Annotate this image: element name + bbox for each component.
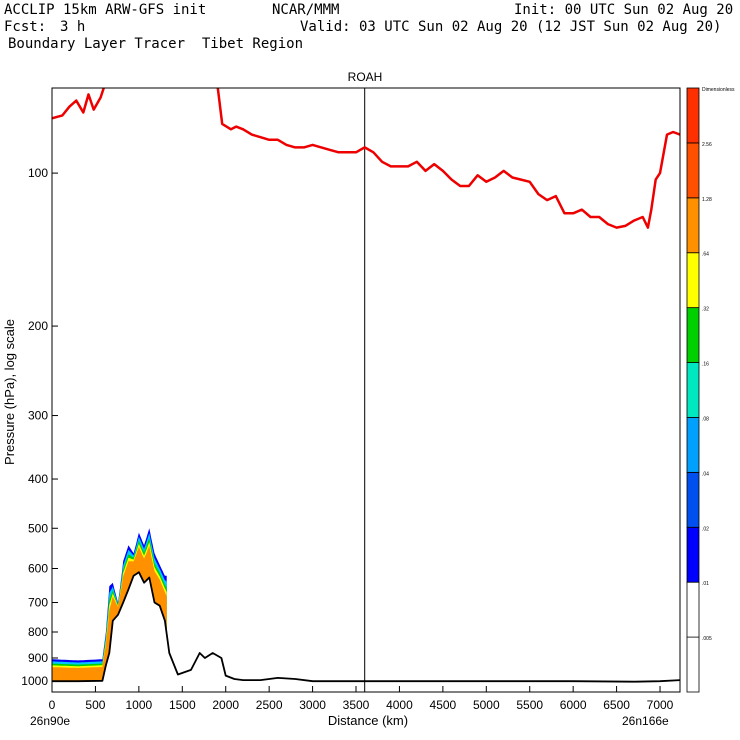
colorbar-segment xyxy=(686,526,700,583)
colorbar-segment xyxy=(686,87,700,144)
header-init: Init: 00 UTC Sun 02 Aug 20 xyxy=(514,2,734,18)
colorbar-label: 1.28 xyxy=(702,197,712,203)
colorbar-label: .005 xyxy=(702,636,712,642)
surface-line xyxy=(52,571,680,683)
y-tick-label: 800 xyxy=(28,625,48,639)
x-tick-label: 6000 xyxy=(560,698,587,712)
y-tick-label: 400 xyxy=(28,472,48,486)
x-right-endpoint: 26n166e xyxy=(622,714,669,728)
colorbar-segment xyxy=(686,197,700,254)
y-tick-label: 900 xyxy=(28,651,48,665)
colorbar-label: Dimensionless xyxy=(702,87,735,93)
tropopause-line xyxy=(52,88,680,229)
y-tick-label: 700 xyxy=(28,596,48,610)
colorbar-segment xyxy=(686,252,700,309)
y-axis-label: Pressure (hPa), log scale xyxy=(2,319,17,465)
colorbar-label: .16 xyxy=(702,362,709,368)
x-tick-label: 4000 xyxy=(386,698,413,712)
colorbar-segment xyxy=(686,471,700,528)
tracer-band-orange xyxy=(52,546,167,682)
colorbar-segment xyxy=(686,362,700,418)
header-model: ACCLIP 15km ARW-GFS init xyxy=(4,2,207,18)
plot-frame xyxy=(51,87,681,693)
x-left-endpoint: 26n90e xyxy=(30,714,70,728)
x-tick-label: 2000 xyxy=(212,698,239,712)
x-tick-label: 1000 xyxy=(126,698,153,712)
header-valid: Valid: 03 UTC Sun 02 Aug 20 (12 JST Sun … xyxy=(300,19,722,35)
colorbar-label: .02 xyxy=(702,526,709,532)
colorbar-label: .64 xyxy=(702,252,709,258)
colorbar-segment xyxy=(686,636,700,693)
x-tick-label: 3000 xyxy=(299,698,326,712)
y-tick-label: 100 xyxy=(28,166,48,180)
colorbar-segment xyxy=(686,142,700,199)
x-tick-label: 4500 xyxy=(430,698,457,712)
colorbar-label: .32 xyxy=(702,307,709,313)
x-tick-label: 6500 xyxy=(603,698,630,712)
colorbar-label: .01 xyxy=(702,581,709,587)
y-tick-label: 200 xyxy=(28,319,48,333)
chart-title: ROAH xyxy=(348,70,383,84)
colorbar: .005 .01 .02 .04 .08 .16 .32 .64 1.28 2.56 Dimensi… xyxy=(686,87,735,693)
y-tick-label: 1000 xyxy=(21,674,48,688)
x-tick-label: 0 xyxy=(49,698,56,712)
x-tick-label: 1500 xyxy=(169,698,196,712)
x-tick-label: 3500 xyxy=(343,698,370,712)
colorbar-label: .08 xyxy=(702,416,709,422)
colorbar-label: 2.56 xyxy=(702,142,712,148)
header-fcst-label: Fcst: xyxy=(4,19,47,35)
colorbar-segment xyxy=(686,417,700,473)
colorbar-segment xyxy=(686,581,700,638)
y-tick-label: 500 xyxy=(28,521,48,535)
y-tick-label: 300 xyxy=(28,409,48,423)
header-org: NCAR/MMM xyxy=(272,2,340,18)
x-axis-label: Distance (km) xyxy=(328,713,408,728)
x-tick-label: 5000 xyxy=(473,698,500,712)
header-subtitle: Boundary Layer Tracer Tibet Region xyxy=(8,36,304,52)
colorbar-label: .04 xyxy=(702,471,709,477)
x-tick-label: 500 xyxy=(85,698,105,712)
x-tick-label: 7000 xyxy=(647,698,674,712)
x-tick-label: 5500 xyxy=(516,698,543,712)
header-fcst-value: 3 h xyxy=(60,19,86,35)
colorbar-segment xyxy=(686,307,700,363)
x-tick-label: 2500 xyxy=(256,698,283,712)
y-tick-label: 600 xyxy=(28,562,48,576)
